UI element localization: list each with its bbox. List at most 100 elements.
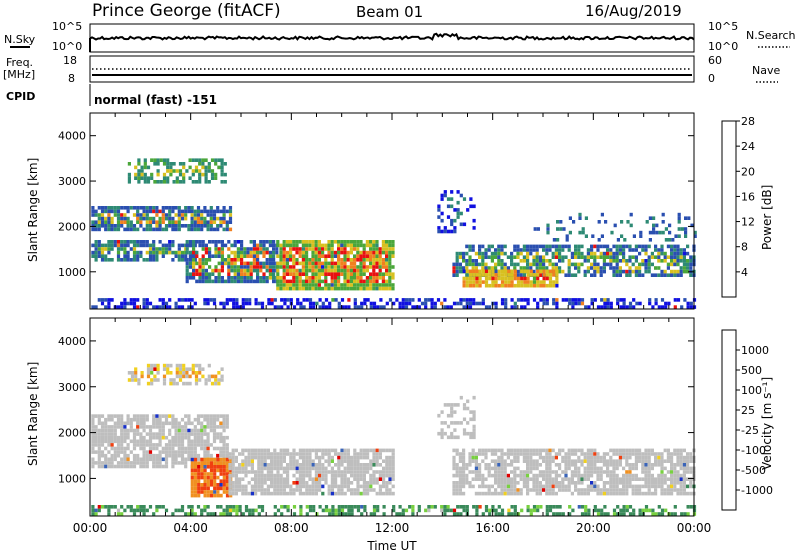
heatmap-cell xyxy=(174,301,178,306)
heatmap-cell xyxy=(289,268,293,273)
heatmap-cell xyxy=(225,457,230,462)
colorbar-tick-label: 1000 xyxy=(741,344,769,357)
heatmap-cell xyxy=(282,448,286,453)
heatmap-cell xyxy=(484,251,488,256)
heatmap-cell xyxy=(180,508,185,513)
heatmap-cell xyxy=(289,463,293,467)
heatmap-cell xyxy=(164,213,169,217)
power-y-label: Slant Range [km] xyxy=(26,158,40,262)
heatmap-cell xyxy=(148,250,153,255)
heatmap-cell xyxy=(481,251,485,256)
heatmap-cell xyxy=(472,283,476,288)
heatmap-cell xyxy=(161,243,165,248)
heatmap-cell xyxy=(490,484,494,489)
heatmap-cell xyxy=(314,272,318,276)
heatmap-cell xyxy=(564,255,568,259)
heatmap-cell xyxy=(206,224,210,228)
heatmap-cell xyxy=(164,216,169,221)
heatmap-cell xyxy=(349,279,353,284)
heatmap-cell xyxy=(664,305,668,309)
heatmap-cell xyxy=(440,421,444,425)
heatmap-cell xyxy=(216,216,220,221)
heatmap-cell xyxy=(100,461,105,465)
heatmap-cell xyxy=(129,224,133,228)
heatmap-cell xyxy=(456,200,460,205)
heatmap-cell xyxy=(292,448,296,453)
heatmap-cell xyxy=(236,279,240,284)
heatmap-cell xyxy=(440,229,444,234)
heatmap-cell xyxy=(110,505,114,509)
heatmap-cell xyxy=(195,272,199,276)
heatmap-cell xyxy=(497,269,501,274)
heatmap-cell xyxy=(190,450,194,454)
heatmap-cell xyxy=(201,165,205,170)
heatmap-cell xyxy=(536,305,540,309)
heatmap-cell xyxy=(670,477,674,481)
heatmap-cell xyxy=(192,243,196,248)
heatmap-cell xyxy=(516,273,520,277)
heatmap-cell xyxy=(545,244,549,249)
heatmap-cell xyxy=(529,463,533,467)
heatmap-cell xyxy=(225,209,229,214)
heatmap-cell xyxy=(539,298,543,302)
heatmap-cell xyxy=(369,512,373,516)
heatmap-cell xyxy=(465,266,469,270)
heatmap-cell xyxy=(312,505,316,509)
heatmap-cell xyxy=(581,230,585,235)
heatmap-cell xyxy=(625,259,629,263)
heatmap-cell xyxy=(472,273,476,277)
heatmap-cell xyxy=(216,486,220,491)
heatmap-cell xyxy=(494,477,498,481)
heatmap-cell xyxy=(193,220,197,224)
heatmap-cell xyxy=(682,459,686,463)
heatmap-cell xyxy=(362,488,366,492)
heatmap-cell xyxy=(513,505,517,509)
heatmap-cell xyxy=(362,268,366,273)
heatmap-cell xyxy=(286,477,290,481)
heatmap-cell xyxy=(273,491,277,496)
heatmap-cell xyxy=(615,477,619,481)
heatmap-cell xyxy=(366,466,370,471)
heatmap-cell xyxy=(612,244,616,249)
heatmap-cell xyxy=(292,505,297,509)
heatmap-cell xyxy=(220,243,224,248)
heatmap-cell xyxy=(331,508,335,513)
heatmap-cell xyxy=(200,432,204,436)
heatmap-cell xyxy=(503,452,507,456)
heatmap-cell xyxy=(123,305,127,309)
heatmap-cell xyxy=(587,508,591,513)
heatmap-cell xyxy=(631,248,635,252)
heatmap-cell xyxy=(123,428,127,433)
colorbar-tick-label: 28 xyxy=(741,115,755,128)
heatmap-cell xyxy=(229,493,233,498)
heatmap-cell xyxy=(481,481,485,485)
heatmap-cell xyxy=(206,446,210,451)
heatmap-cell xyxy=(107,512,111,516)
heatmap-cell xyxy=(150,378,154,382)
heatmap-cell xyxy=(279,250,283,255)
heatmap-cell xyxy=(91,254,95,258)
heatmap-cell xyxy=(200,465,204,469)
heatmap-cell xyxy=(362,448,366,453)
heatmap-cell xyxy=(142,505,146,509)
heatmap-cell xyxy=(314,258,318,262)
heatmap-cell xyxy=(673,452,677,456)
heatmap-cell xyxy=(584,305,588,309)
heatmap-cell xyxy=(273,455,277,460)
heatmap-cell xyxy=(490,452,494,456)
heatmap-cell xyxy=(196,443,201,447)
heatmap-cell xyxy=(666,448,670,453)
heatmap-cell xyxy=(116,258,121,262)
heatmap-cell xyxy=(116,461,121,465)
heatmap-cell xyxy=(532,473,536,478)
heatmap-cell xyxy=(647,259,651,263)
heatmap-cell xyxy=(97,446,101,451)
heatmap-cell xyxy=(520,276,524,281)
heatmap-cell xyxy=(263,459,267,463)
heatmap-cell xyxy=(510,298,514,302)
heatmap-cell xyxy=(249,268,253,273)
heatmap-cell xyxy=(679,488,683,492)
heatmap-cell xyxy=(616,505,620,509)
heatmap-cell xyxy=(654,455,658,460)
heatmap-cell xyxy=(593,459,597,463)
